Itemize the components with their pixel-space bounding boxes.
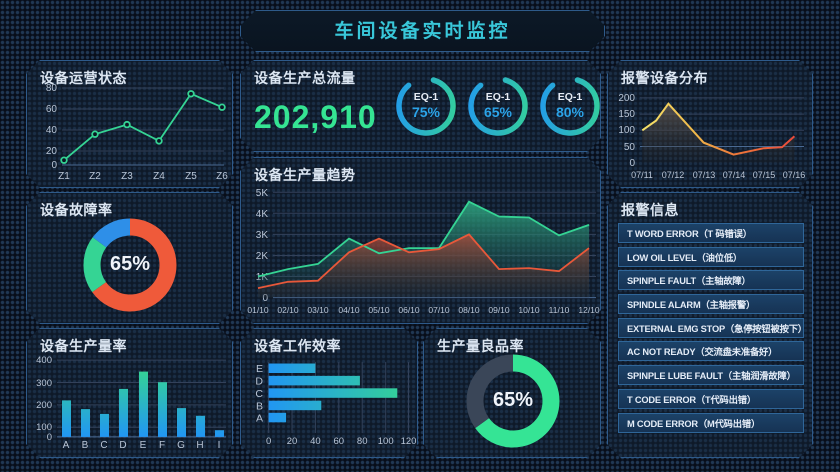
svg-text:07/10: 07/10: [428, 305, 450, 315]
svg-text:08/10: 08/10: [458, 305, 480, 315]
svg-text:3K: 3K: [256, 230, 269, 241]
svg-text:100: 100: [378, 436, 394, 447]
svg-text:I: I: [218, 440, 221, 451]
svg-text:Z6: Z6: [216, 171, 228, 182]
svg-text:100: 100: [618, 125, 635, 136]
svg-text:200: 200: [618, 93, 635, 104]
svg-text:B: B: [256, 401, 263, 413]
svg-text:300: 300: [36, 378, 52, 389]
svg-text:Z4: Z4: [153, 171, 165, 182]
svg-text:06/10: 06/10: [398, 305, 420, 315]
svg-text:07/15: 07/15: [753, 170, 776, 180]
svg-text:20: 20: [287, 436, 298, 447]
svg-text:02/10: 02/10: [277, 305, 299, 315]
svg-text:Z5: Z5: [185, 171, 197, 182]
svg-text:10/10: 10/10: [518, 305, 540, 315]
svg-text:80: 80: [357, 436, 368, 447]
svg-text:09/10: 09/10: [488, 305, 510, 315]
svg-text:G: G: [177, 440, 185, 451]
svg-text:07/16: 07/16: [783, 170, 806, 180]
svg-text:0: 0: [266, 436, 271, 447]
svg-text:07/11: 07/11: [631, 170, 653, 180]
svg-text:50: 50: [624, 142, 636, 153]
svg-text:04/10: 04/10: [338, 305, 360, 315]
svg-text:80: 80: [46, 83, 58, 94]
svg-text:D: D: [119, 440, 126, 451]
svg-text:Z1: Z1: [58, 171, 70, 182]
svg-text:01/10: 01/10: [247, 305, 269, 315]
svg-text:07/14: 07/14: [723, 170, 746, 180]
svg-text:C: C: [100, 440, 107, 451]
svg-text:B: B: [82, 440, 89, 451]
svg-text:A: A: [63, 440, 70, 451]
svg-text:5K: 5K: [256, 188, 269, 199]
svg-text:20: 20: [46, 146, 58, 157]
svg-text:4K: 4K: [256, 209, 269, 220]
svg-text:65%: 65%: [493, 389, 533, 411]
svg-text:40: 40: [46, 125, 58, 136]
svg-text:H: H: [196, 440, 203, 451]
svg-text:05/10: 05/10: [368, 305, 390, 315]
svg-text:60: 60: [334, 436, 345, 447]
svg-text:07/13: 07/13: [693, 170, 716, 180]
svg-text:Z3: Z3: [121, 171, 133, 182]
svg-text:F: F: [159, 440, 165, 451]
svg-text:11/10: 11/10: [549, 305, 570, 315]
svg-text:0: 0: [629, 158, 635, 169]
svg-text:C: C: [255, 388, 263, 400]
svg-text:400: 400: [36, 355, 52, 366]
svg-text:40: 40: [310, 436, 321, 447]
svg-text:12/10: 12/10: [578, 305, 600, 315]
svg-text:Z2: Z2: [89, 171, 101, 182]
svg-text:60: 60: [46, 104, 58, 115]
svg-text:65%: 65%: [110, 253, 150, 275]
svg-text:03/10: 03/10: [307, 305, 329, 315]
svg-text:2K: 2K: [256, 251, 269, 262]
svg-text:0: 0: [51, 160, 57, 171]
svg-text:200: 200: [36, 400, 52, 411]
svg-text:0: 0: [47, 432, 52, 443]
svg-text:120: 120: [401, 436, 417, 447]
svg-text:07/12: 07/12: [662, 170, 685, 180]
svg-text:E: E: [140, 440, 147, 451]
svg-text:150: 150: [618, 109, 635, 120]
svg-text:A: A: [256, 413, 263, 425]
svg-text:E: E: [256, 363, 263, 375]
svg-text:D: D: [255, 376, 263, 388]
